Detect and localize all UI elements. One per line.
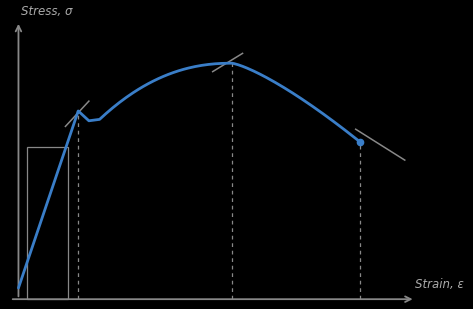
Bar: [27, 147, 68, 299]
Text: Strain, ε: Strain, ε: [415, 278, 464, 291]
Text: Stress, σ: Stress, σ: [21, 5, 72, 18]
